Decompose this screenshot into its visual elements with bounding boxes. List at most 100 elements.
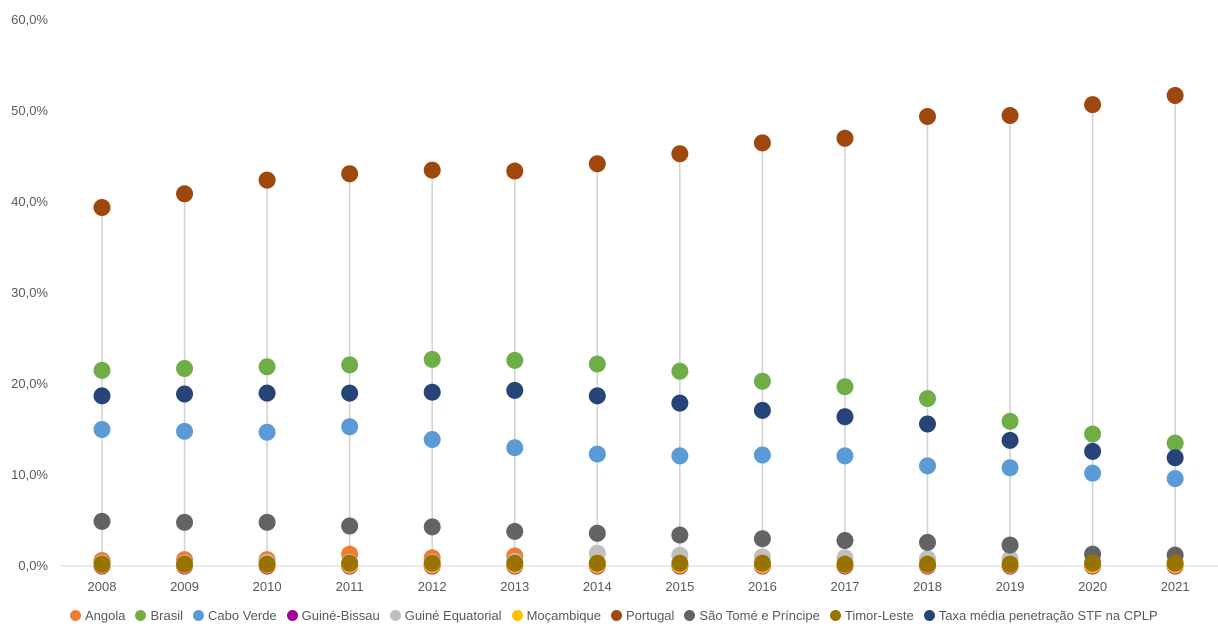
data-point <box>423 554 441 572</box>
data-point <box>919 415 936 433</box>
data-point <box>1001 459 1019 477</box>
x-tick-label: 2010 <box>253 579 282 594</box>
data-point <box>176 185 194 203</box>
legend: Angola Brasil Cabo Verde Guiné-Bissau Guiné … <box>70 608 1158 623</box>
data-point <box>919 457 936 475</box>
data-point <box>836 555 854 573</box>
data-point <box>753 530 771 548</box>
data-point <box>423 431 441 449</box>
legend-item: Moçambique <box>511 608 601 623</box>
legend-marker <box>923 610 935 621</box>
legend-marker <box>286 610 298 621</box>
legend-marker <box>389 610 401 621</box>
data-point <box>93 421 111 438</box>
data-point <box>1166 554 1184 572</box>
data-point <box>1001 555 1019 573</box>
data-point <box>753 372 771 390</box>
y-tick-label: 20,0% <box>11 376 48 391</box>
y-tick-label: 10,0% <box>11 467 48 482</box>
data-point <box>588 387 606 405</box>
data-point <box>341 165 359 183</box>
data-point <box>341 356 359 374</box>
data-point <box>671 145 689 163</box>
x-tick-label: 2016 <box>748 579 777 594</box>
legend-marker <box>193 610 204 621</box>
data-point <box>671 362 689 380</box>
data-point <box>258 384 276 402</box>
legend-label: Portugal <box>626 608 675 623</box>
data-point <box>423 350 441 368</box>
data-point <box>919 533 936 551</box>
data-point <box>176 360 194 378</box>
data-point <box>836 532 854 550</box>
data-point <box>919 107 936 125</box>
data-point <box>341 418 359 436</box>
data-point <box>423 383 441 401</box>
data-point <box>93 512 111 530</box>
data-point <box>341 384 359 402</box>
data-point <box>1084 464 1102 482</box>
data-point <box>836 447 854 465</box>
legend-item: Portugal <box>611 608 674 623</box>
data-point <box>93 361 111 379</box>
data-point <box>93 555 111 573</box>
x-tick-label: 2011 <box>336 579 364 594</box>
data-point <box>1166 87 1184 105</box>
data-point <box>423 518 441 536</box>
data-point <box>506 554 524 572</box>
data-point <box>588 524 606 542</box>
data-point <box>506 522 524 540</box>
data-point <box>1001 107 1019 125</box>
data-point <box>753 134 771 152</box>
data-point <box>671 554 689 572</box>
data-point <box>588 155 606 173</box>
x-tick-label: 2013 <box>500 579 529 594</box>
data-point <box>1084 425 1102 443</box>
legend-label: Brasil <box>150 608 183 623</box>
legend-marker <box>135 610 147 621</box>
data-point <box>1166 470 1184 488</box>
legend-item: Timor-Leste <box>829 608 914 623</box>
data-point <box>836 129 854 147</box>
data-point <box>176 422 194 440</box>
legend-label: Taxa média penetração STF na CPLP <box>938 608 1158 623</box>
data-point <box>258 513 276 531</box>
legend-item: Angola <box>70 608 125 623</box>
legend-marker <box>511 610 523 621</box>
data-point <box>836 378 854 396</box>
x-tick-label: 2012 <box>418 579 447 594</box>
legend-label: São Tomé e Príncipe <box>699 608 820 623</box>
data-point <box>1084 554 1102 572</box>
x-tick-label: 2019 <box>996 579 1025 594</box>
legend-item: Cabo Verde <box>193 608 277 623</box>
y-tick-label: 40,0% <box>11 194 48 209</box>
data-point <box>671 394 689 412</box>
legend-marker <box>611 610 622 621</box>
data-point <box>258 358 276 376</box>
data-point <box>919 390 936 408</box>
legend-label: Guiné-Bissau <box>301 608 380 623</box>
data-point <box>1166 449 1184 467</box>
x-tick-label: 2015 <box>665 579 694 594</box>
legend-label: Guiné Equatorial <box>404 608 502 623</box>
x-tick-label: 2008 <box>88 579 117 594</box>
legend-marker <box>829 610 841 621</box>
data-point <box>176 513 194 531</box>
y-tick-label: 0,0% <box>18 558 48 573</box>
data-point <box>93 198 111 216</box>
data-point <box>588 445 606 463</box>
legend-label: Angola <box>85 608 126 623</box>
legend-item: Taxa média penetração STF na CPLP <box>923 608 1158 623</box>
data-point <box>753 554 771 572</box>
data-point <box>588 355 606 373</box>
legend-marker <box>684 610 696 621</box>
data-point <box>1166 434 1184 452</box>
data-point <box>1084 442 1102 460</box>
data-point <box>753 401 771 419</box>
x-tick-label: 2021 <box>1161 579 1190 594</box>
data-point <box>671 447 689 465</box>
data-point <box>423 161 441 179</box>
data-point <box>176 555 194 573</box>
data-point <box>1001 536 1019 554</box>
